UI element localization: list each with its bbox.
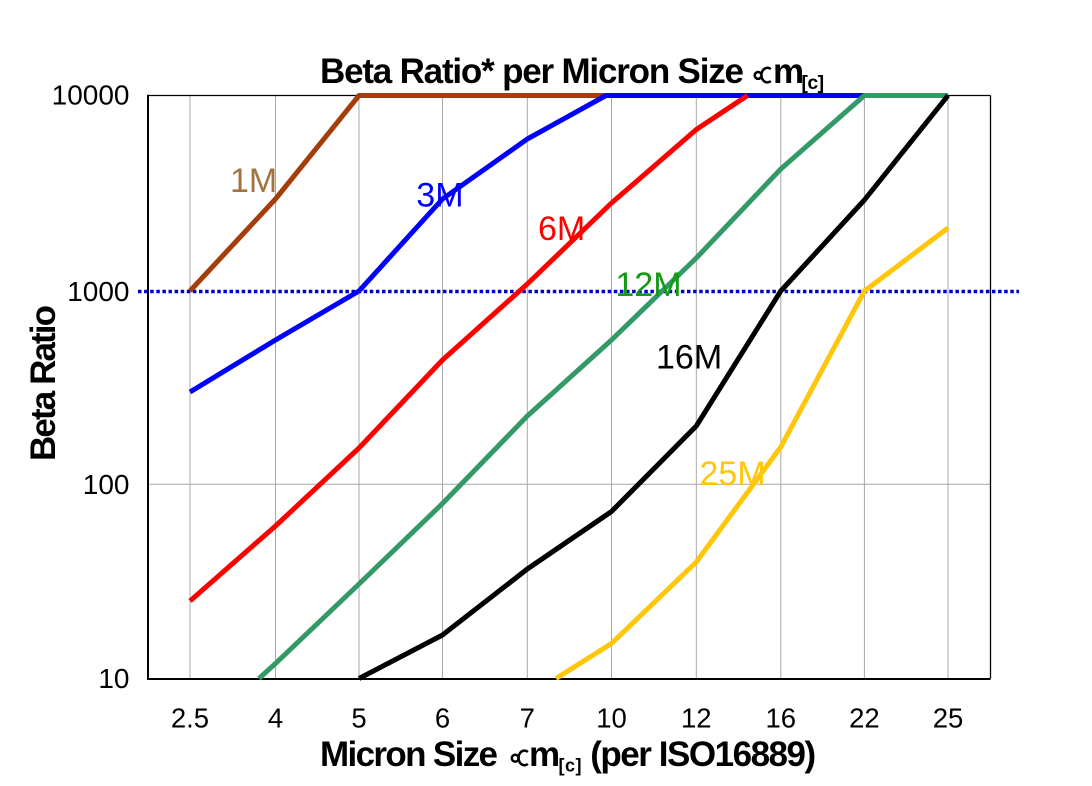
svg-text:25: 25 (933, 703, 964, 734)
svg-text:22: 22 (849, 703, 880, 734)
svg-text:12: 12 (681, 703, 712, 734)
svg-text:m: m (529, 735, 560, 774)
svg-text:12M: 12M (615, 266, 681, 304)
svg-text:1000: 1000 (67, 276, 129, 307)
svg-text:(per ISO16889): (per ISO16889) (590, 735, 816, 774)
svg-text:100: 100 (83, 469, 130, 500)
svg-text:16M: 16M (656, 339, 722, 377)
svg-text:m: m (773, 52, 804, 91)
svg-text:Beta Ratio: Beta Ratio (24, 305, 63, 461)
svg-text:7: 7 (520, 703, 535, 734)
svg-text:16: 16 (766, 703, 797, 734)
svg-text:5: 5 (351, 703, 366, 734)
svg-text:4: 4 (268, 703, 283, 734)
svg-text:Beta Ratio* per Micron Size: Beta Ratio* per Micron Size (320, 52, 744, 91)
svg-text:Micron Size: Micron Size (320, 735, 498, 774)
svg-text:10: 10 (596, 703, 627, 734)
svg-text:2.5: 2.5 (171, 703, 209, 734)
svg-text:6: 6 (435, 703, 450, 734)
svg-text:[c]: [c] (801, 72, 824, 94)
svg-text:3M: 3M (416, 177, 463, 215)
svg-text:1M: 1M (230, 162, 277, 200)
svg-text:10: 10 (98, 663, 129, 694)
svg-text:[c]: [c] (559, 756, 582, 776)
svg-text:10000: 10000 (52, 80, 130, 111)
svg-text:25M: 25M (700, 455, 766, 493)
svg-text:6M: 6M (538, 210, 585, 248)
